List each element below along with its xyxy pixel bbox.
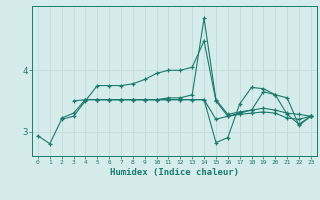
X-axis label: Humidex (Indice chaleur): Humidex (Indice chaleur) [110,168,239,177]
